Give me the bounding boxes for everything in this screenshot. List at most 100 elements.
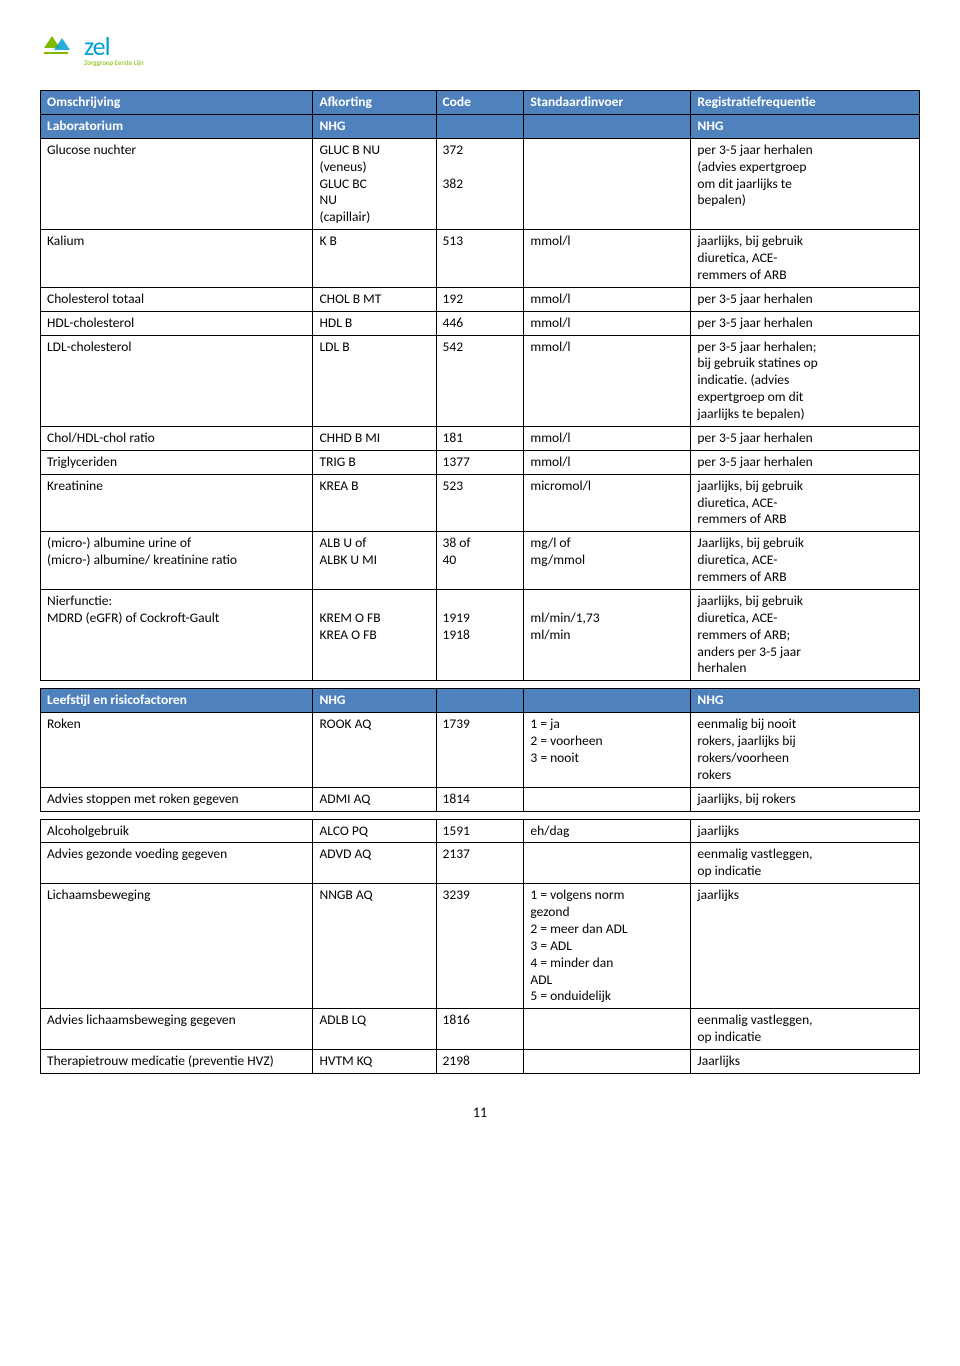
cell-standaardinvoer: ml/min/1,73ml/min — [524, 589, 691, 680]
cell-code: 1814 — [436, 787, 524, 811]
section-header-cell — [524, 114, 691, 138]
table-row: Cholesterol totaalCHOL B MT192mmol/lper … — [41, 287, 920, 311]
logo-icon — [40, 30, 80, 70]
section-header-cell: Leefstijl en risicofactoren — [41, 689, 313, 713]
cell-afkorting: NNGB AQ — [313, 884, 436, 1009]
cell-standaardinvoer — [524, 843, 691, 884]
cell-omschrijving: Therapietrouw medicatie (preventie HVZ) — [41, 1050, 313, 1074]
cell-standaardinvoer: mmol/l — [524, 287, 691, 311]
cell-code: 192 — [436, 287, 524, 311]
cell-afkorting: ALB U ofALBK U MI — [313, 532, 436, 590]
cell-afkorting: KREA B — [313, 474, 436, 532]
cell-omschrijving: Kreatinine — [41, 474, 313, 532]
table-row: AlcoholgebruikALCO PQ1591eh/dagjaarlijks — [41, 819, 920, 843]
cell-afkorting: KREM O FBKREA O FB — [313, 589, 436, 680]
cell-registratiefrequentie: jaarlijks, bij gebruikdiuretica, ACE-rem… — [691, 474, 920, 532]
table-row: Therapietrouw medicatie (preventie HVZ)H… — [41, 1050, 920, 1074]
table-row: LichaamsbewegingNNGB AQ32391 = volgens n… — [41, 884, 920, 1009]
section-header-cell — [436, 689, 524, 713]
header-registratiefrequentie: Registratiefrequentie — [691, 91, 920, 115]
cell-omschrijving: Nierfunctie:MDRD (eGFR) of Cockroft-Gaul… — [41, 589, 313, 680]
cell-code: 1591 — [436, 819, 524, 843]
table-row: (micro-) albumine urine of(micro-) album… — [41, 532, 920, 590]
header-omschrijving: Omschrijving — [41, 91, 313, 115]
table-row: KreatinineKREA B523micromol/ljaarlijks, … — [41, 474, 920, 532]
cell-omschrijving: Glucose nuchter — [41, 138, 313, 229]
cell-omschrijving: Chol/HDL-chol ratio — [41, 426, 313, 450]
cell-registratiefrequentie: per 3-5 jaar herhalen — [691, 450, 920, 474]
cell-code: 513 — [436, 230, 524, 288]
cell-code: 1377 — [436, 450, 524, 474]
table-row: Chol/HDL-chol ratioCHHD B MI181mmol/lper… — [41, 426, 920, 450]
table-row: Nierfunctie:MDRD (eGFR) of Cockroft-Gaul… — [41, 589, 920, 680]
cell-omschrijving: Triglyceriden — [41, 450, 313, 474]
logo-subtitle: Zorggroep Eerste Lijn — [84, 58, 144, 67]
cell-code: 38 of40 — [436, 532, 524, 590]
cell-standaardinvoer — [524, 138, 691, 229]
cell-code: 2137 — [436, 843, 524, 884]
cell-omschrijving: Roken — [41, 713, 313, 788]
table-row: Glucose nuchterGLUC B NU(veneus)GLUC BCN… — [41, 138, 920, 229]
section-header-cell: Laboratorium — [41, 114, 313, 138]
cell-omschrijving: Lichaamsbeweging — [41, 884, 313, 1009]
cell-afkorting: ADLB LQ — [313, 1009, 436, 1050]
cell-registratiefrequentie: eenmalig vastleggen,op indicatie — [691, 843, 920, 884]
section-header-cell: NHG — [313, 689, 436, 713]
table-row: HDL-cholesterolHDL B446mmol/lper 3-5 jaa… — [41, 311, 920, 335]
cell-registratiefrequentie: jaarlijks, bij rokers — [691, 787, 920, 811]
cell-registratiefrequentie: per 3-5 jaar herhalen — [691, 426, 920, 450]
section-header-cell: NHG — [691, 114, 920, 138]
page-number: 11 — [40, 1104, 920, 1121]
cell-afkorting: LDL B — [313, 335, 436, 426]
cell-registratiefrequentie: per 3-5 jaar herhalen;bij gebruik statin… — [691, 335, 920, 426]
cell-afkorting: CHHD B MI — [313, 426, 436, 450]
cell-omschrijving: HDL-cholesterol — [41, 311, 313, 335]
cell-afkorting: HVTM KQ — [313, 1050, 436, 1074]
cell-standaardinvoer: 1 = ja2 = voorheen3 = nooit — [524, 713, 691, 788]
section-header-row: LaboratoriumNHGNHG — [41, 114, 920, 138]
cell-code: 542 — [436, 335, 524, 426]
cell-standaardinvoer: mmol/l — [524, 311, 691, 335]
cell-omschrijving: Cholesterol totaal — [41, 287, 313, 311]
cell-registratiefrequentie: per 3-5 jaar herhalen(advies expertgroep… — [691, 138, 920, 229]
header-afkorting: Afkorting — [313, 91, 436, 115]
cell-afkorting: ROOK AQ — [313, 713, 436, 788]
table-row: Advies lichaamsbeweging gegevenADLB LQ18… — [41, 1009, 920, 1050]
cell-omschrijving: (micro-) albumine urine of(micro-) album… — [41, 532, 313, 590]
cell-afkorting: CHOL B MT — [313, 287, 436, 311]
cell-registratiefrequentie: jaarlijks — [691, 819, 920, 843]
cell-code: 1816 — [436, 1009, 524, 1050]
cell-code: 19191918 — [436, 589, 524, 680]
cell-code: 372382 — [436, 138, 524, 229]
cell-registratiefrequentie: eenmalig vastleggen,op indicatie — [691, 1009, 920, 1050]
cell-standaardinvoer: micromol/l — [524, 474, 691, 532]
cell-afkorting: TRIG B — [313, 450, 436, 474]
cell-standaardinvoer: mmol/l — [524, 335, 691, 426]
cell-afkorting: GLUC B NU(veneus)GLUC BCNU(capillair) — [313, 138, 436, 229]
cell-registratiefrequentie: eenmalig bij nooitrokers, jaarlijks bijr… — [691, 713, 920, 788]
section-header-cell: NHG — [313, 114, 436, 138]
cell-afkorting: ADMI AQ — [313, 787, 436, 811]
cell-registratiefrequentie: jaarlijks, bij gebruikdiuretica, ACE-rem… — [691, 589, 920, 680]
table-row: Advies gezonde voeding gegevenADVD AQ213… — [41, 843, 920, 884]
cell-afkorting: ALCO PQ — [313, 819, 436, 843]
section-header-cell — [436, 114, 524, 138]
cell-afkorting: K B — [313, 230, 436, 288]
table-header-row: Omschrijving Afkorting Code Standaardinv… — [41, 91, 920, 115]
main-table: Omschrijving Afkorting Code Standaardinv… — [40, 90, 920, 1074]
cell-omschrijving: Kalium — [41, 230, 313, 288]
cell-code: 1739 — [436, 713, 524, 788]
cell-standaardinvoer: 1 = volgens normgezond2 = meer dan ADL3 … — [524, 884, 691, 1009]
cell-code: 446 — [436, 311, 524, 335]
section-header-row: Leefstijl en risicofactorenNHGNHG — [41, 689, 920, 713]
cell-standaardinvoer: mmol/l — [524, 426, 691, 450]
cell-registratiefrequentie: jaarlijks — [691, 884, 920, 1009]
cell-registratiefrequentie: per 3-5 jaar herhalen — [691, 287, 920, 311]
logo: zel Zorggroep Eerste Lijn — [40, 30, 920, 70]
table-row: TriglyceridenTRIG B1377mmol/lper 3-5 jaa… — [41, 450, 920, 474]
cell-registratiefrequentie: jaarlijks, bij gebruikdiuretica, ACE-rem… — [691, 230, 920, 288]
cell-standaardinvoer: mg/l ofmg/mmol — [524, 532, 691, 590]
cell-standaardinvoer: eh/dag — [524, 819, 691, 843]
cell-standaardinvoer: mmol/l — [524, 230, 691, 288]
cell-standaardinvoer — [524, 1050, 691, 1074]
